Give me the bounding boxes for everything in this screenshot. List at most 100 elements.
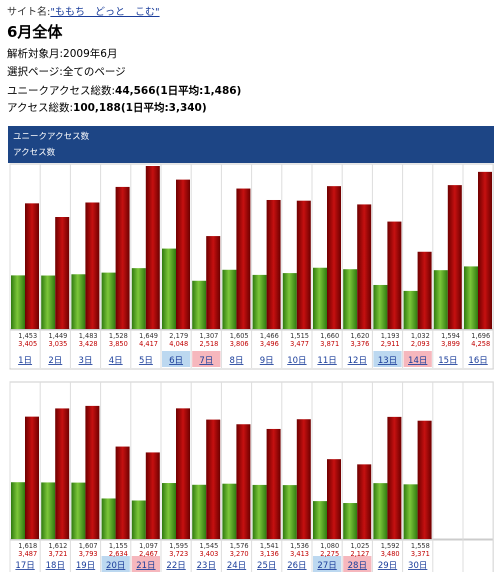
unique-count-label: 1,594 <box>441 332 460 340</box>
access-count-label: 3,899 <box>441 340 460 348</box>
day-link[interactable]: 5日 <box>139 356 153 366</box>
access-bar <box>25 203 39 329</box>
unique-count-label: 1,536 <box>290 542 309 550</box>
unique-bar <box>343 503 358 539</box>
site-link[interactable]: "ももち どっと こむ" <box>50 7 160 18</box>
day-link[interactable]: 19日 <box>76 561 95 571</box>
unique-bar <box>252 274 267 329</box>
access-count-label: 3,371 <box>411 550 430 558</box>
unique-count-label: 1,307 <box>200 332 219 340</box>
day-link[interactable]: 16日 <box>468 356 487 366</box>
unique-bar <box>192 280 207 329</box>
unique-count-label: 1,607 <box>79 542 98 550</box>
access-count-label: 2,911 <box>381 340 400 348</box>
day-link[interactable]: 29日 <box>378 561 397 571</box>
day-link[interactable]: 7日 <box>199 356 213 366</box>
access-bar <box>357 464 372 539</box>
unique-bar <box>11 275 25 329</box>
access-bar <box>387 221 402 329</box>
unique-count-label: 1,193 <box>381 332 400 340</box>
access-count-label: 3,850 <box>109 340 128 348</box>
day-link[interactable]: 26日 <box>287 561 306 571</box>
day-link[interactable]: 18日 <box>46 561 65 571</box>
day-link[interactable]: 8日 <box>230 356 244 366</box>
day-link[interactable]: 1日 <box>18 356 32 366</box>
day-link[interactable]: 15日 <box>438 356 457 366</box>
day-link[interactable]: 28日 <box>348 561 367 571</box>
day-link[interactable]: 9日 <box>260 356 274 366</box>
day-highlight <box>313 556 342 572</box>
day-link[interactable]: 27日 <box>317 561 336 571</box>
access-bar <box>266 428 281 539</box>
day-link[interactable]: 3日 <box>79 356 93 366</box>
day-link[interactable]: 25日 <box>257 561 276 571</box>
access-bar <box>55 408 70 539</box>
unique-bar <box>41 482 56 539</box>
unique-bar <box>433 270 448 329</box>
access-count-label: 3,723 <box>169 550 188 558</box>
access-count-label: 3,428 <box>79 340 98 348</box>
legend-unique: ユニークアクセス数 <box>13 132 90 142</box>
access-count-label: 2,275 <box>320 550 339 558</box>
access-total: アクセス総数:100,188(1日平均:3,340) <box>7 100 207 115</box>
access-count-label: 3,405 <box>18 340 37 348</box>
legend-access: アクセス数 <box>13 148 56 158</box>
unique-bar <box>282 273 297 329</box>
unique-bar <box>41 275 56 329</box>
unique-bar <box>313 501 327 539</box>
access-count-label: 3,480 <box>381 550 400 558</box>
unique-total: ユニークアクセス総数:44,566(1日平均:1,486) <box>7 83 241 98</box>
access-count-label: 2,093 <box>411 340 430 348</box>
access-bar <box>85 202 100 329</box>
access-count-label: 2,467 <box>139 550 158 558</box>
day-link[interactable]: 17日 <box>15 561 34 571</box>
day-link[interactable]: 22日 <box>166 561 185 571</box>
access-bar <box>296 200 311 329</box>
access-count-label: 4,048 <box>169 340 188 348</box>
day-link[interactable]: 21日 <box>136 561 155 571</box>
day-link[interactable]: 2日 <box>48 356 62 366</box>
day-highlight <box>373 351 402 367</box>
site-label: サイト名: <box>7 7 51 18</box>
day-link[interactable]: 6日 <box>169 356 183 366</box>
unique-count-label: 1,620 <box>351 332 370 340</box>
access-bar <box>206 236 221 329</box>
day-link[interactable]: 12日 <box>348 356 367 366</box>
day-link[interactable]: 14日 <box>408 356 427 366</box>
access-bar <box>417 251 432 329</box>
unique-count-label: 1,155 <box>109 542 128 550</box>
unique-count-label: 1,696 <box>471 332 490 340</box>
access-count-label: 4,258 <box>471 340 490 348</box>
day-link[interactable]: 4日 <box>109 356 123 366</box>
day-link[interactable]: 10日 <box>287 356 306 366</box>
day-link[interactable]: 30日 <box>408 561 427 571</box>
access-count-label: 3,136 <box>260 550 279 558</box>
unique-count-label: 1,660 <box>320 332 339 340</box>
access-bar <box>236 424 251 539</box>
access-count-label: 3,413 <box>290 550 309 558</box>
legend-header: ユニークアクセス数 アクセス数 <box>8 126 494 163</box>
day-link[interactable]: 13日 <box>378 356 397 366</box>
access-count-label: 3,376 <box>351 340 370 348</box>
access-bar <box>176 179 190 329</box>
access-bar <box>417 420 432 539</box>
access-bar <box>145 166 160 329</box>
unique-bar <box>162 248 176 329</box>
day-highlight <box>343 556 372 572</box>
pages-text: 選択ページ:全てのページ <box>7 66 126 78</box>
unique-bar <box>101 498 116 539</box>
access-count-label: 2,634 <box>109 550 128 558</box>
access-bar <box>145 452 160 539</box>
access-bar <box>115 186 130 329</box>
unique-bar <box>11 482 25 539</box>
unique-bar <box>373 483 388 539</box>
day-link[interactable]: 23日 <box>197 561 216 571</box>
day-link[interactable]: 20日 <box>106 561 125 571</box>
day-link[interactable]: 11日 <box>317 356 336 366</box>
day-link[interactable]: 24日 <box>227 561 246 571</box>
unique-bar <box>71 482 86 539</box>
period-text: 解析対象月:2009年6月 <box>7 48 118 60</box>
unique-count-label: 1,453 <box>18 332 37 340</box>
unique-count-label: 1,545 <box>200 542 219 550</box>
unique-bar <box>313 267 327 329</box>
